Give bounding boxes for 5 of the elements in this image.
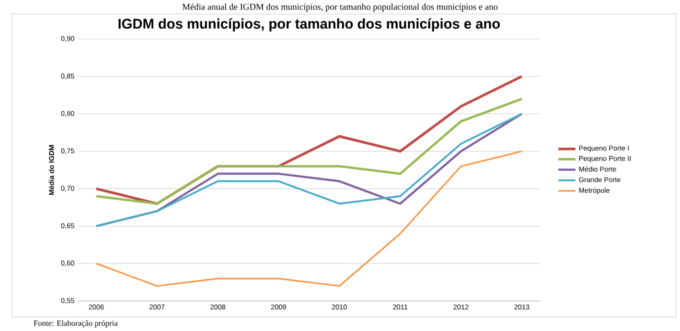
line-series: [95, 150, 523, 287]
chart-title: IGDM dos municípios, por tamanho dos municípios e ano: [118, 18, 500, 32]
line-series: [95, 112, 523, 228]
text: Média anual de IGDM dos municípios, por tamanho populacional dos municípios e ano: [182, 4, 498, 12]
source-note: Fonte: Elaboração própria: [34, 320, 118, 328]
